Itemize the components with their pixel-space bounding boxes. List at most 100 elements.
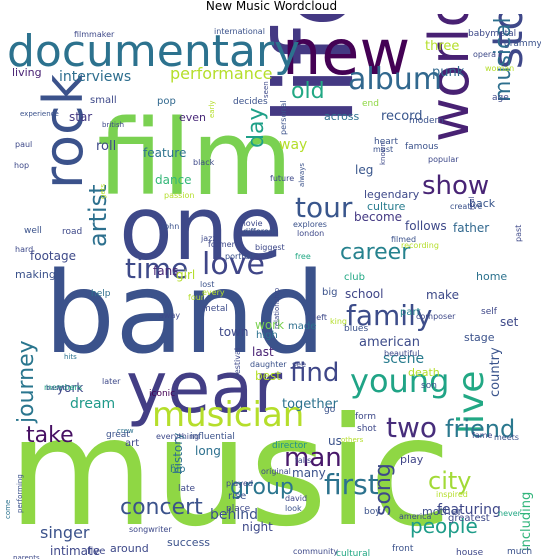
- word-help: help: [91, 289, 111, 299]
- word-concert: concert: [120, 495, 203, 520]
- word-feature: feature: [143, 146, 186, 160]
- word-performance: performance: [170, 64, 272, 83]
- word-five: five: [87, 546, 105, 557]
- word-original: original: [261, 467, 291, 476]
- word-influential: influential: [190, 432, 235, 442]
- word-babymetal: babymetal: [468, 29, 516, 39]
- word-modern: modern: [409, 116, 444, 126]
- word-follows: follows: [405, 219, 447, 233]
- word-go: go: [324, 405, 336, 415]
- word-community: community: [293, 547, 338, 556]
- word-york: york: [57, 381, 83, 395]
- word-everything: everything: [156, 432, 199, 441]
- word-iconic: iconic: [149, 389, 175, 399]
- word-movie: movie: [238, 219, 263, 228]
- word-people: people: [410, 514, 478, 538]
- word-decides: decides: [233, 97, 268, 107]
- word-time: time: [125, 252, 188, 285]
- word-london: london: [297, 229, 324, 238]
- word-home: home: [476, 270, 507, 283]
- word-come: come: [4, 500, 12, 519]
- word-young: young: [350, 362, 449, 400]
- word-art: art: [125, 438, 139, 449]
- word-form: form: [355, 412, 376, 422]
- word-history: history: [171, 433, 185, 474]
- word-meets: meets: [494, 433, 519, 442]
- word-hard: hard: [15, 245, 33, 254]
- word-rise: rise: [228, 491, 246, 502]
- word-known: known: [379, 142, 387, 165]
- word-become: become: [354, 210, 402, 224]
- word-filmed: filmed: [391, 235, 416, 244]
- word-songwriter: songwriter: [129, 525, 172, 534]
- word-mother: mother: [422, 505, 462, 518]
- word-making: making: [15, 268, 56, 281]
- word-stage: stage: [464, 331, 495, 344]
- word-personal: personal: [279, 100, 288, 135]
- word-interviews: interviews: [59, 69, 131, 85]
- word-musician: musician: [152, 395, 304, 435]
- word-hip: hip: [170, 464, 185, 475]
- word-music: music: [8, 386, 451, 559]
- word-played: played: [226, 479, 253, 488]
- word-shot: shot: [357, 424, 377, 434]
- word-festival: festival: [233, 348, 242, 377]
- word-self: self: [481, 307, 498, 317]
- word-free: free: [295, 252, 311, 261]
- word-composer: composer: [416, 312, 456, 321]
- word-group: group: [230, 475, 294, 500]
- word-story: story: [483, 14, 532, 69]
- word-greatest: greatest: [448, 513, 490, 524]
- word-away: away: [159, 311, 180, 320]
- word-career: career: [340, 240, 411, 265]
- word-including: including: [519, 492, 534, 551]
- word-end: end: [362, 99, 379, 109]
- word-john: john: [161, 222, 179, 231]
- word-boy: boy: [364, 507, 381, 517]
- word-british: british: [102, 121, 124, 129]
- word-america: america: [399, 512, 432, 521]
- word-great: great: [106, 430, 130, 440]
- word-find: find: [290, 358, 339, 388]
- word-even: even: [179, 111, 206, 124]
- word-around: around: [110, 542, 149, 555]
- word-explores: explores: [293, 220, 327, 229]
- word-real: real: [468, 197, 476, 210]
- word-house: house: [456, 548, 484, 558]
- word-rock: rock: [32, 73, 95, 189]
- word-well: well: [24, 226, 42, 236]
- word-one: one: [119, 177, 283, 280]
- word-early: early: [208, 100, 216, 118]
- word-grammy: grammy: [504, 39, 541, 49]
- word-age: age: [492, 93, 509, 103]
- word-success: success: [167, 536, 210, 549]
- word-black: black: [193, 158, 215, 167]
- word-past: past: [514, 225, 523, 242]
- word-parents: parents: [13, 554, 40, 559]
- word-lost: lost: [200, 280, 214, 289]
- word-part: part: [400, 307, 421, 318]
- word-always: always: [298, 163, 306, 187]
- word-different: different: [243, 227, 277, 236]
- word-much: much: [507, 547, 532, 557]
- word-never: never: [498, 509, 522, 518]
- word-work: work: [255, 318, 284, 332]
- word-recording: recording: [401, 241, 439, 250]
- word-friend: friend: [445, 415, 515, 443]
- word-roll: roll: [96, 139, 116, 154]
- word-pop: pop: [157, 96, 176, 107]
- word-based: based: [46, 384, 67, 392]
- word-dance: dance: [155, 173, 192, 187]
- word-first: first: [324, 468, 379, 501]
- word-year: year: [126, 347, 282, 429]
- word-american: american: [359, 335, 420, 350]
- word-gets: gets: [99, 184, 107, 199]
- word-band: band: [44, 249, 326, 379]
- word-record: record: [381, 109, 423, 124]
- word-paul: paul: [15, 140, 32, 149]
- word-world: world: [418, 14, 481, 142]
- word-jazz: jazz: [200, 234, 217, 243]
- word-take: take: [26, 423, 74, 448]
- word-future: future: [270, 174, 294, 183]
- word-fans: fans: [153, 264, 178, 278]
